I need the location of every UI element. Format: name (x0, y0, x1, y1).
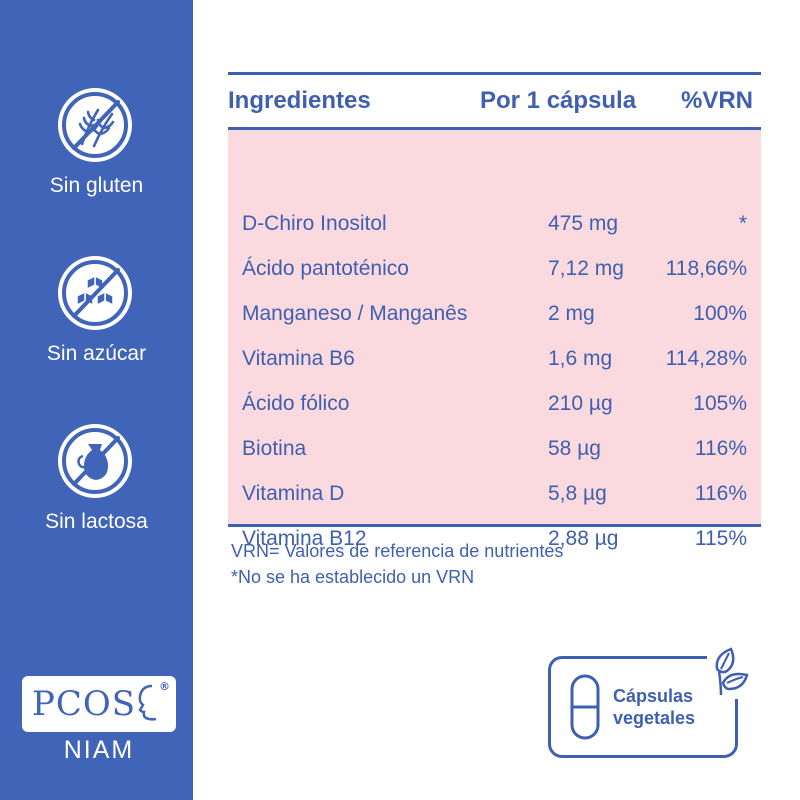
ingredient-name: Vitamina B6 (242, 347, 355, 370)
logo-subtitle: NIAM (63, 736, 135, 764)
footnote-vrn-definition: VRN= Valores de referencia de nutrientes (231, 541, 564, 561)
badge-text-line1: Cápsulas (613, 686, 694, 706)
footnote-no-vrn: *No se ha establecido un VRN (231, 567, 475, 587)
ingredient-name: Ácido fólico (242, 392, 350, 415)
ingredient-name: Biotina (242, 437, 307, 460)
table-row: Ácido pantoténico 7,12 mg 118,66% (228, 257, 761, 287)
table-row: Vitamina D 5,8 µg 116% (228, 482, 761, 512)
logo-box: PCOS ® (22, 676, 176, 732)
brand-logo: PCOS ® NIAM (22, 676, 176, 765)
table-row: Manganeso / Manganês 2 mg 100% (228, 302, 761, 332)
badge-label: Sin gluten (49, 174, 144, 197)
face-profile-icon (138, 684, 157, 721)
ingredient-amount: 1,6 mg (548, 347, 613, 370)
ingredient-amount: 5,8 µg (548, 482, 607, 505)
ingredient-vrn: 114,28% (665, 347, 747, 370)
footnotes: VRN= Valores de referencia de nutrientes… (231, 538, 563, 590)
ingredient-vrn: * (738, 212, 747, 235)
ingredient-vrn: 105% (693, 392, 747, 415)
badge-text-line2: vegetales (613, 708, 696, 728)
no-sugar-icon (58, 256, 132, 330)
leaf-icon (707, 643, 751, 699)
ingredient-name: Vitamina D (242, 482, 345, 505)
ingredients-table: Ingredientes Por 1 cápsula %VRN D-Chiro … (228, 72, 761, 550)
table-top-rule (228, 72, 761, 75)
logo-text: PCOS (32, 684, 137, 724)
header-vrn: %VRN (680, 87, 753, 114)
ingredient-vrn: 100% (693, 302, 747, 325)
ingredient-name: Vitamina B12 (242, 527, 367, 550)
sidebar: Sin gluten Sin azúcar Sin lactosa (0, 0, 193, 800)
capsule-icon (570, 674, 600, 740)
ingredient-vrn: 118,66% (665, 257, 747, 280)
ingredient-amount: 2 mg (548, 302, 595, 325)
table-header: Ingredientes Por 1 cápsula %VRN (228, 75, 761, 127)
ingredient-name: Manganeso / Manganês (242, 302, 468, 325)
ingredient-amount: 2,88 µg (548, 527, 619, 550)
table-row: Ácido fólico 210 µg 105% (228, 392, 761, 422)
vegetable-capsules-badge: Cápsulas vegetales (548, 643, 751, 758)
no-lactose-icon (58, 424, 132, 498)
table-row: D-Chiro Inositol 475 mg * (228, 212, 761, 242)
table-row: Biotina 58 µg 116% (228, 437, 761, 467)
ingredient-name: D-Chiro Inositol (242, 212, 387, 235)
ingredient-amount: 475 mg (548, 212, 619, 235)
header-ingredientes: Ingredientes (228, 87, 371, 114)
table-row: Vitamina B6 1,6 mg 114,28% (228, 347, 761, 377)
ingredient-amount: 7,12 mg (548, 257, 624, 280)
ingredient-amount: 210 µg (548, 392, 613, 415)
ingredient-vrn: 116% (694, 482, 747, 505)
ingredient-name: Ácido pantoténico (242, 257, 409, 280)
no-gluten-icon (58, 88, 132, 162)
registered-mark: ® (159, 680, 170, 693)
table-row: Vitamina B12 2,88 µg 115% (228, 527, 761, 557)
badge-text: Cápsulas vegetales (613, 685, 695, 729)
badge-label: Sin azúcar (46, 342, 147, 365)
ingredient-vrn: 115% (694, 527, 747, 550)
ingredient-amount: 58 µg (548, 437, 601, 460)
ingredient-vrn: 116% (694, 437, 747, 460)
badge-label: Sin lactosa (45, 510, 148, 533)
header-por-capsula: Por 1 cápsula (480, 87, 637, 114)
table-body: D-Chiro Inositol 475 mg * Ácido pantotén… (228, 127, 761, 550)
